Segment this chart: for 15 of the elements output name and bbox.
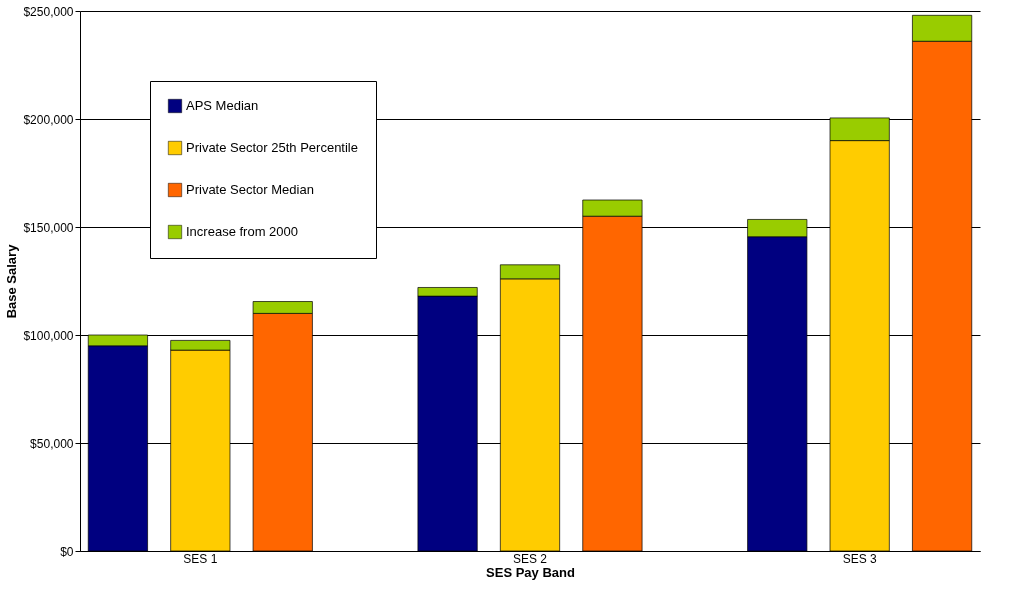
x-axis-title: SES Pay Band [486, 564, 575, 580]
legend-label: Increase from 2000 [186, 224, 299, 239]
y-tick-label: $0 [60, 544, 74, 559]
y-tick-label: $250,000 [23, 4, 74, 19]
x-tick-label: SES 3 [842, 551, 877, 566]
legend-label: Private Sector Median [186, 182, 314, 197]
y-axis-title: Base Salary [4, 243, 20, 319]
x-tick-label: SES 1 [183, 551, 218, 566]
y-tick-label: $200,000 [23, 112, 74, 127]
legend-label: Private Sector 25th Percentile [186, 140, 358, 155]
y-tick-label: $50,000 [30, 436, 74, 451]
legend-label: APS Median [186, 98, 259, 113]
y-tick-label: $150,000 [23, 220, 74, 235]
x-tick-label: SES 2 [512, 551, 548, 566]
y-tick-label: $100,000 [23, 328, 74, 343]
